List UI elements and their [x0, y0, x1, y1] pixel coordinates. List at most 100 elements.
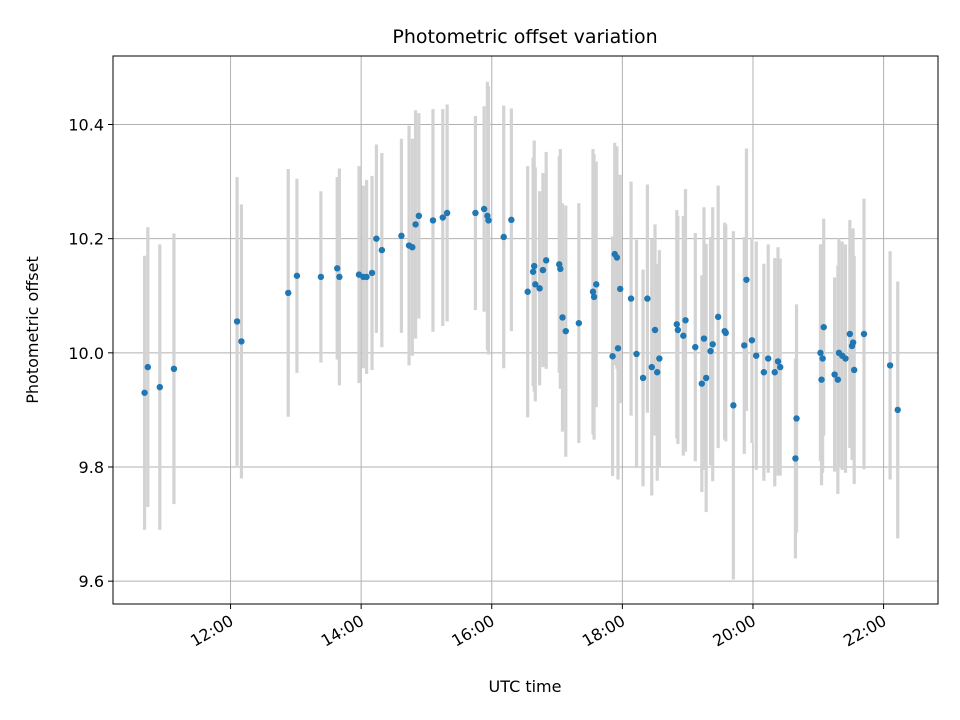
data-point — [472, 209, 479, 217]
data-point — [819, 355, 826, 362]
data-point — [682, 317, 689, 324]
data-point — [614, 345, 622, 352]
data-point — [680, 332, 687, 339]
data-point — [575, 319, 583, 327]
data-point — [536, 285, 543, 292]
data-point — [741, 342, 748, 349]
data-point — [673, 321, 680, 328]
data-point — [627, 295, 635, 302]
data-point — [485, 217, 492, 224]
data-point — [849, 339, 857, 346]
data-point — [644, 295, 651, 302]
data-point — [709, 341, 716, 348]
grid-lines — [113, 56, 938, 604]
data-point — [616, 285, 624, 293]
data-point — [336, 273, 343, 281]
data-point — [820, 323, 827, 331]
data-point — [524, 288, 531, 295]
data-point — [443, 209, 451, 217]
y-tick-label: 10.0 — [68, 344, 104, 363]
data-point — [698, 380, 706, 387]
data-point — [846, 330, 854, 338]
data-point — [674, 326, 682, 334]
data-points — [141, 205, 901, 462]
data-point — [648, 363, 655, 371]
data-point — [613, 254, 621, 261]
data-point — [842, 355, 849, 362]
data-point — [651, 326, 659, 334]
data-point — [285, 289, 292, 297]
data-point — [363, 273, 370, 281]
data-point — [831, 371, 838, 378]
data-point — [293, 272, 301, 279]
data-point — [439, 214, 446, 221]
data-point — [722, 329, 729, 337]
data-point — [508, 216, 515, 224]
data-point — [633, 350, 640, 358]
data-point — [500, 233, 507, 241]
y-axis-ticks: 9.6 9.8 10.0 10.2 10.4 — [68, 116, 113, 591]
data-point — [850, 366, 858, 374]
data-point — [532, 281, 539, 288]
data-point — [748, 337, 756, 344]
data-point — [714, 313, 722, 321]
y-tick-label: 9.8 — [79, 458, 104, 477]
data-point — [886, 362, 894, 369]
data-point — [817, 349, 824, 357]
data-point — [562, 327, 569, 335]
data-point — [760, 369, 768, 376]
data-point — [368, 269, 376, 277]
data-point — [415, 212, 423, 220]
data-point — [141, 389, 148, 396]
data-point — [702, 374, 710, 382]
data-point — [542, 257, 550, 264]
data-point — [774, 358, 782, 365]
data-point — [776, 363, 784, 371]
plot-frame — [112, 55, 939, 605]
data-point — [233, 318, 241, 325]
x-axis-label: UTC time — [489, 677, 562, 696]
data-point — [589, 288, 597, 295]
data-point — [753, 352, 760, 359]
data-point — [539, 266, 547, 274]
data-point — [771, 369, 778, 376]
data-point — [656, 355, 663, 362]
data-point — [429, 217, 437, 224]
data-point — [559, 314, 566, 321]
data-point — [692, 343, 699, 351]
data-point — [170, 365, 178, 373]
chart-title: Photometric offset variation — [392, 26, 657, 48]
data-point — [238, 338, 245, 345]
data-point — [156, 383, 164, 391]
data-point — [317, 273, 325, 281]
data-point — [639, 374, 647, 382]
data-point — [398, 232, 405, 240]
data-point — [531, 262, 538, 270]
data-point — [834, 376, 842, 383]
data-point — [707, 347, 714, 355]
data-point — [653, 369, 661, 376]
y-tick-label: 10.4 — [68, 116, 104, 135]
data-point — [412, 221, 419, 228]
data-point — [730, 402, 737, 409]
y-tick-label: 10.2 — [68, 230, 104, 249]
data-point — [765, 355, 772, 362]
data-point — [593, 281, 600, 288]
data-point — [529, 268, 537, 275]
data-point — [818, 376, 825, 383]
data-point — [334, 265, 341, 272]
data-point — [409, 244, 416, 251]
data-point — [743, 276, 750, 283]
data-point — [590, 293, 598, 301]
y-tick-label: 9.6 — [79, 572, 104, 591]
data-point — [894, 406, 901, 414]
data-point — [792, 455, 799, 462]
data-point — [378, 246, 386, 254]
data-point — [480, 205, 488, 213]
data-point — [557, 265, 564, 273]
data-point — [860, 330, 868, 338]
y-axis-label: Photometric offset — [23, 256, 42, 404]
data-point — [373, 235, 380, 242]
data-point — [144, 363, 152, 371]
